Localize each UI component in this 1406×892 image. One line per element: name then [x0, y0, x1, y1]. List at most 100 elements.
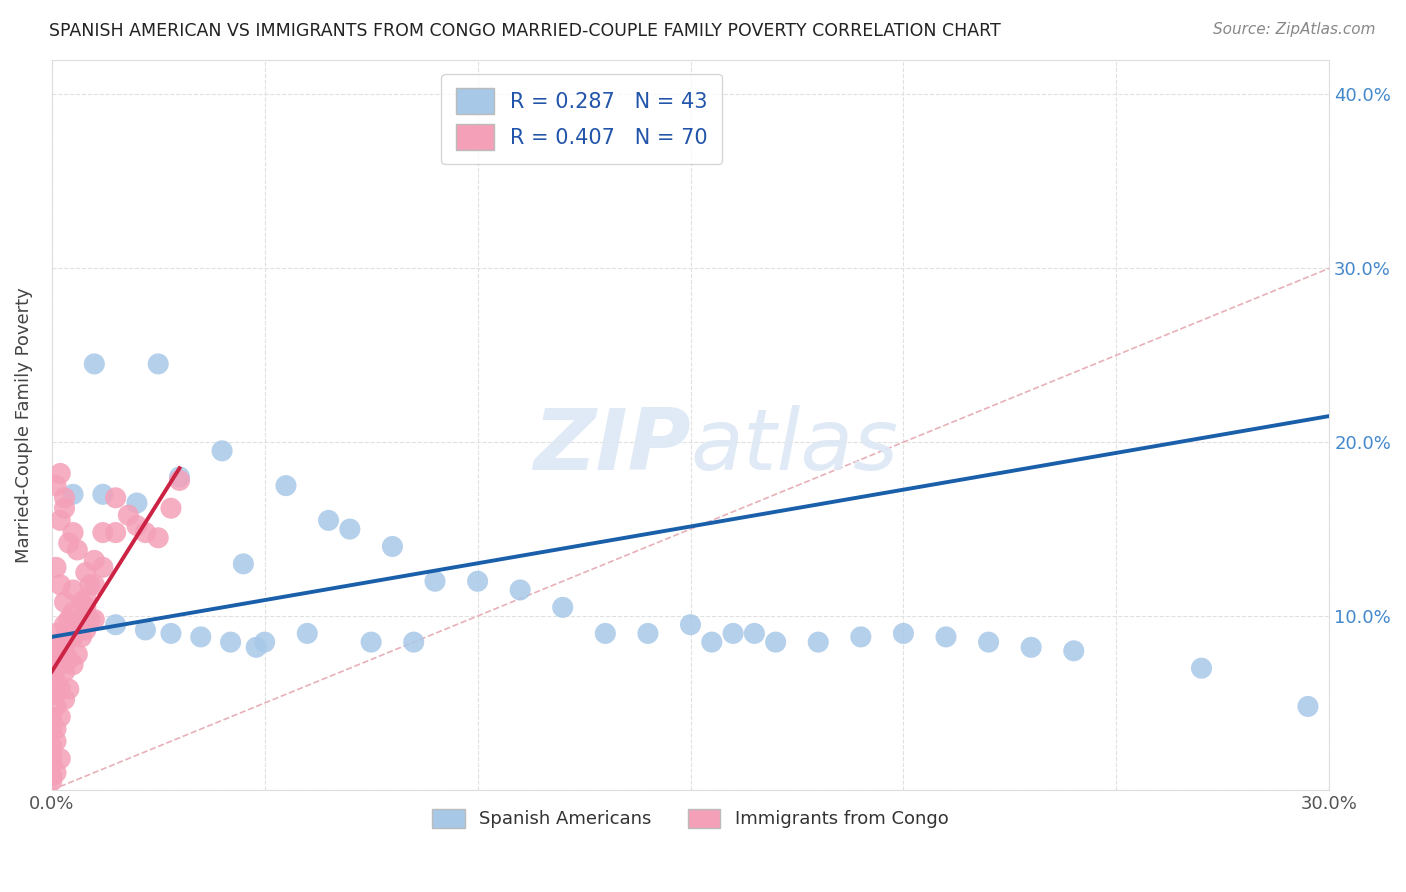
Point [45, 648, 67, 662]
Point [79, 578, 101, 592]
Text: ZIP: ZIP [533, 405, 690, 488]
Point [509, 582, 531, 597]
Point [66, 648, 89, 662]
Point [765, 635, 787, 649]
Point [45, 765, 67, 780]
Point [117, 508, 139, 523]
Point [423, 574, 446, 589]
Point [49, 513, 72, 527]
Point [467, 574, 489, 589]
Point [58, 613, 80, 627]
Point [58, 536, 80, 550]
Point [893, 626, 915, 640]
Text: Source: ZipAtlas.com: Source: ZipAtlas.com [1212, 22, 1375, 37]
Point [232, 557, 254, 571]
Point [679, 617, 702, 632]
Point [49, 578, 72, 592]
Point [1019, 640, 1042, 655]
Point [45, 699, 67, 714]
Point [41, 652, 63, 666]
Point [41, 644, 63, 658]
Point [53, 617, 76, 632]
Point [595, 626, 617, 640]
Point [45, 560, 67, 574]
Point [62, 525, 84, 540]
Point [807, 635, 830, 649]
Point [977, 635, 1000, 649]
Point [49, 751, 72, 765]
Point [53, 640, 76, 655]
Point [45, 722, 67, 736]
Point [45, 626, 67, 640]
Point [160, 501, 183, 516]
Point [134, 525, 156, 540]
Point [125, 518, 148, 533]
Point [45, 478, 67, 492]
Point [935, 630, 957, 644]
Text: SPANISH AMERICAN VS IMMIGRANTS FROM CONGO MARRIED-COUPLE FAMILY POVERTY CORRELAT: SPANISH AMERICAN VS IMMIGRANTS FROM CONG… [49, 22, 1001, 40]
Point [41, 756, 63, 771]
Point [83, 613, 105, 627]
Point [169, 470, 191, 484]
Point [637, 626, 659, 640]
Point [41, 748, 63, 763]
Point [41, 687, 63, 701]
Point [134, 623, 156, 637]
Point [66, 543, 89, 558]
Point [58, 681, 80, 696]
Point [83, 553, 105, 567]
Point [91, 560, 114, 574]
Point [53, 665, 76, 679]
Point [360, 635, 382, 649]
Point [551, 600, 574, 615]
Point [79, 613, 101, 627]
Point [104, 617, 127, 632]
Point [1191, 661, 1213, 675]
Point [83, 357, 105, 371]
Point [83, 578, 105, 592]
Point [62, 657, 84, 672]
Point [318, 513, 340, 527]
Point [148, 357, 170, 371]
Point [75, 566, 97, 580]
Point [62, 606, 84, 620]
Point [339, 522, 361, 536]
Point [169, 474, 191, 488]
Point [62, 582, 84, 597]
Point [75, 600, 97, 615]
Point [75, 609, 97, 624]
Point [849, 630, 872, 644]
Point [1063, 644, 1085, 658]
Point [1296, 699, 1319, 714]
Point [381, 540, 404, 554]
Y-axis label: Married-Couple Family Poverty: Married-Couple Family Poverty [15, 287, 32, 563]
Point [91, 487, 114, 501]
Point [66, 617, 89, 632]
Point [402, 635, 425, 649]
Point [49, 681, 72, 696]
Point [104, 525, 127, 540]
Point [211, 443, 233, 458]
Point [58, 630, 80, 644]
Point [49, 657, 72, 672]
Point [148, 531, 170, 545]
Point [53, 692, 76, 706]
Point [245, 640, 267, 655]
Point [53, 501, 76, 516]
Point [41, 774, 63, 789]
Text: atlas: atlas [690, 405, 898, 488]
Point [41, 739, 63, 754]
Point [53, 595, 76, 609]
Point [45, 734, 67, 748]
Point [41, 710, 63, 724]
Point [49, 467, 72, 481]
Point [62, 487, 84, 501]
Point [91, 525, 114, 540]
Point [70, 595, 93, 609]
Point [41, 665, 63, 679]
Point [744, 626, 766, 640]
Point [721, 626, 744, 640]
Point [274, 478, 297, 492]
Point [160, 626, 183, 640]
Point [62, 630, 84, 644]
